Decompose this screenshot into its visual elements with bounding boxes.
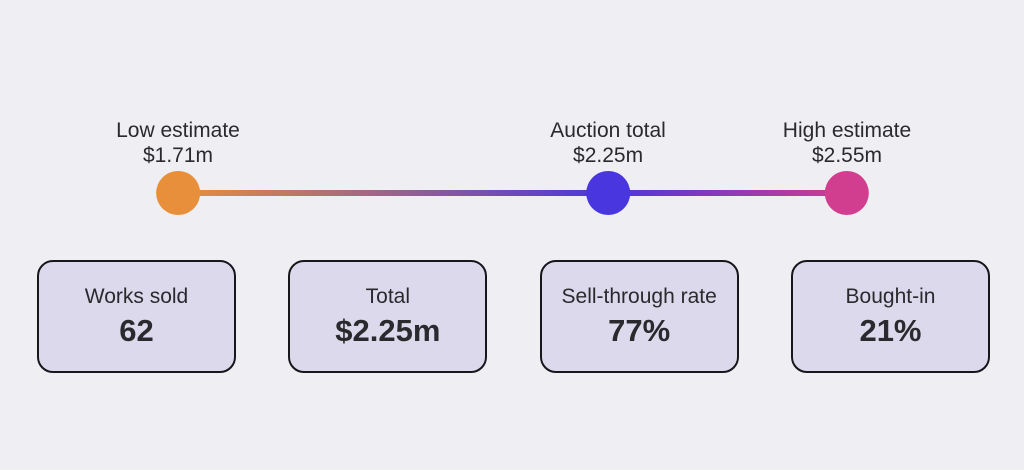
auction-total-label: Auction total <box>550 119 666 142</box>
estimate-range-chart: Low estimate $1.71m Auction total $2.25m… <box>116 0 911 260</box>
stat-card-sell-through-rate: Sell-through rate 77% <box>539 260 739 373</box>
stat-label: Total <box>365 284 410 308</box>
stat-value: 62 <box>119 312 154 348</box>
auction-total-dot <box>586 171 631 215</box>
low-estimate-dot <box>155 171 200 215</box>
stat-label: Sell-through rate <box>561 284 717 308</box>
marker-auction-total: Auction total $2.25m <box>550 118 666 215</box>
stat-card-bought-in: Bought-in 21% <box>790 260 990 373</box>
stat-value: 77% <box>608 312 671 348</box>
low-estimate-value: $1.71m <box>142 144 214 167</box>
markers-layer: Low estimate $1.71m Auction total $2.25m… <box>116 0 911 260</box>
auction-total-value: $2.25m <box>573 144 644 167</box>
high-estimate-label: High estimate <box>782 119 912 142</box>
stat-value: $2.25m <box>335 312 441 348</box>
gradient-track <box>178 190 847 196</box>
stat-card-works-sold: Works sold 62 <box>37 260 236 373</box>
marker-low-estimate: Low estimate $1.71m <box>116 118 240 215</box>
stat-value: 21% <box>859 312 922 348</box>
low-estimate-label: Low estimate <box>116 119 240 142</box>
high-estimate-value: $2.55m <box>811 144 883 167</box>
stats-row: Works sold 62 Total $2.25m Sell-through … <box>0 260 1024 373</box>
high-estimate-dot <box>824 171 869 215</box>
marker-high-estimate: High estimate $2.55m <box>783 118 911 215</box>
stat-label: Works sold <box>84 284 189 308</box>
stat-label: Bought-in <box>845 284 936 308</box>
stat-card-total: Total $2.25m <box>288 260 488 373</box>
